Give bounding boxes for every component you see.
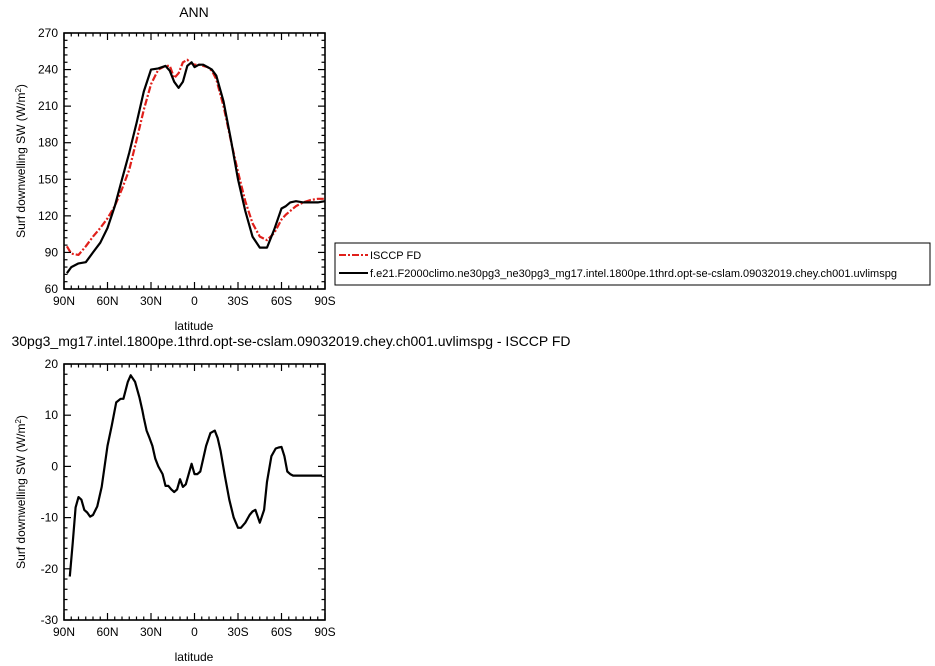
top-chart-title: ANN xyxy=(179,4,209,20)
y-tick-label: 10 xyxy=(45,408,59,422)
legend-label-model: f.e21.F2000climo.ne30pg3_ne30pg3_mg17.in… xyxy=(370,268,897,280)
bottom-ticks: 90N 60N 30N 0 30S 60S 90S -30 -20 -10 0 10 20 xyxy=(41,357,336,639)
y-tick-label: 150 xyxy=(38,172,58,186)
y-tick-label: 240 xyxy=(38,63,58,77)
bottom-axes-frame xyxy=(63,363,326,621)
legend-label-isccp: ISCCP FD xyxy=(370,250,421,262)
y-tick-label: 0 xyxy=(51,459,58,473)
y-tick-label: 210 xyxy=(38,99,58,113)
x-tick-label: 90S xyxy=(314,294,335,308)
y-tick-label: -10 xyxy=(41,511,59,525)
x-tick-label: 30S xyxy=(227,625,248,639)
top-axes-frame xyxy=(63,32,326,290)
y-tick-label: 20 xyxy=(45,357,59,371)
top-series-lines xyxy=(65,58,326,274)
x-tick-label: 90S xyxy=(314,625,335,639)
x-tick-label: 0 xyxy=(191,625,198,639)
x-tick-label: 60N xyxy=(96,294,118,308)
y-tick-label: 270 xyxy=(38,26,58,40)
y-tick-label: 90 xyxy=(45,245,59,259)
top-x-axis-label: latitude xyxy=(175,319,214,333)
x-tick-label: 30S xyxy=(227,294,248,308)
x-tick-label: 90N xyxy=(53,294,75,308)
x-tick-label: 30N xyxy=(140,625,162,639)
y-tick-label: 60 xyxy=(45,282,59,296)
legend-box xyxy=(334,242,931,286)
y-tick-label: -20 xyxy=(41,562,59,576)
x-tick-label: 60S xyxy=(271,625,292,639)
series-line-1 xyxy=(66,61,326,274)
bottom-y-axis-label: Surf downwelling SW (W/m2) xyxy=(14,415,28,569)
x-tick-label: 30N xyxy=(140,294,162,308)
top-y-axis-label: Surf downwelling SW (W/m2) xyxy=(14,84,28,238)
y-tick-label: 180 xyxy=(38,136,58,150)
x-tick-label: 0 xyxy=(191,294,198,308)
series-line-0 xyxy=(68,374,323,577)
y-tick-label: -30 xyxy=(41,613,59,627)
x-tick-label: 60S xyxy=(271,294,292,308)
bottom-series-lines xyxy=(68,374,323,577)
x-tick-label: 90N xyxy=(53,625,75,639)
bottom-panel: 30pg3_mg17.intel.1800pe.1thrd.opt-se-csl… xyxy=(11,333,570,664)
top-ticks: 90N 60N 30N 0 30S 60S 90S 60 90 120 150 180 210 240 27… xyxy=(38,26,336,308)
series-line-0 xyxy=(65,58,325,256)
x-tick-label: 60N xyxy=(96,625,118,639)
legend: ISCCP FD f.e21.F2000climo.ne30pg3_ne30pg… xyxy=(334,242,931,286)
top-panel: ANN 90N 60N 30N 0 30S 60S 90S 60 90 120 150 180 210 2… xyxy=(14,4,336,333)
bottom-chart-title: 30pg3_mg17.intel.1800pe.1thrd.opt-se-csl… xyxy=(11,333,570,349)
bottom-x-axis-label: latitude xyxy=(175,650,214,664)
y-tick-label: 120 xyxy=(38,209,58,223)
